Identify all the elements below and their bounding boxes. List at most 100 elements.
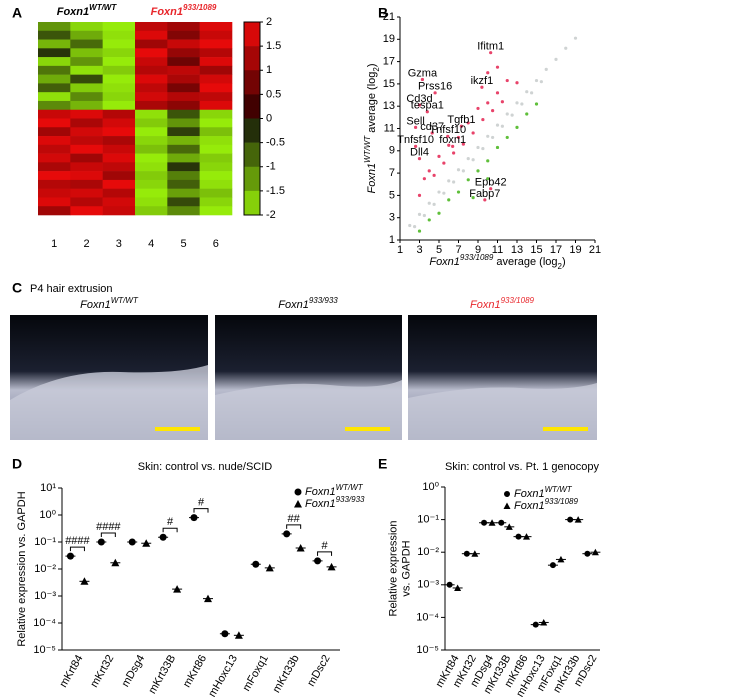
x-tick-label: 13: [511, 244, 523, 256]
scale-bar: [543, 427, 588, 431]
heatmap-cell: [167, 83, 200, 93]
point: [447, 198, 451, 202]
y-axis-label: Relative expression: [387, 521, 399, 617]
heatmap-cell: [199, 100, 233, 111]
heatmap-cell: [70, 188, 103, 198]
point: [427, 201, 431, 205]
point: [539, 80, 543, 84]
heatmap-cell: [199, 39, 233, 49]
x-tick-label: mFoxq1: [241, 653, 271, 693]
marker: [327, 562, 336, 571]
text-part: ): [366, 63, 378, 67]
heatmap-cell: [135, 92, 168, 102]
marker: [557, 555, 565, 563]
significance-bracket: [100, 532, 116, 537]
significance-label: #: [321, 540, 328, 552]
y-axis-label: Foxn1WT/WT average (log2): [363, 63, 381, 193]
point: [476, 169, 480, 173]
heatmap-cell: [135, 30, 168, 40]
point: [417, 229, 422, 233]
heatmap-cell: [135, 57, 168, 67]
heatmap-cell: [167, 100, 200, 111]
marker: [142, 539, 151, 547]
heatmap-cell: [70, 74, 103, 84]
heatmap-cell: [135, 74, 168, 84]
gene-label: Tgfb1: [447, 114, 475, 126]
heatmap-cell: [70, 206, 103, 216]
heatmap-cell: [135, 48, 168, 58]
point: [500, 100, 504, 104]
heatmap-cell: [38, 48, 71, 58]
heatmap-cell: [70, 100, 103, 111]
heatmap-cell: [167, 162, 200, 172]
gene-point: [417, 103, 422, 107]
point: [452, 151, 456, 155]
point: [466, 157, 470, 161]
x-tick-label: 7: [455, 244, 461, 256]
significance-bracket: [69, 546, 85, 552]
point: [486, 71, 490, 75]
point: [564, 46, 568, 50]
heatmap-cell: [70, 144, 103, 154]
heatmap-cell: [38, 136, 71, 146]
heatmap-cell: [70, 83, 103, 93]
heatmap-cell: [70, 179, 103, 189]
heatmap-cell: [102, 127, 136, 137]
gene-label: Tnfsf10: [429, 124, 466, 136]
point: [530, 91, 534, 95]
heatmap-cell: [167, 171, 200, 181]
heatmap-cell: [102, 48, 136, 58]
point: [452, 180, 456, 184]
y-tick-label: 10⁻¹: [417, 514, 439, 526]
significance-label: ##: [288, 513, 301, 525]
x-tick-label: mKrt86: [181, 653, 209, 690]
heatmap-cell: [167, 22, 200, 32]
y-tick-label: 9: [389, 145, 395, 157]
point: [408, 223, 412, 228]
point: [427, 169, 431, 173]
point: [417, 212, 422, 216]
text-part: WT/WT: [111, 296, 139, 305]
point: [471, 131, 475, 135]
point: [437, 154, 441, 158]
point: [491, 109, 495, 113]
gene-label: tespa1: [411, 100, 444, 112]
point: [534, 102, 539, 106]
colorbar-tick-label: 0: [266, 112, 272, 124]
gene-point: [414, 125, 418, 129]
heatmap-cell: [199, 136, 233, 146]
heatmap-cell: [199, 65, 233, 75]
gene-label: cd37: [420, 121, 444, 133]
marker: [173, 585, 182, 593]
colorbar-tick-label: -1: [266, 161, 276, 173]
marker: [574, 516, 582, 523]
y-tick-label: 10¹: [40, 482, 56, 494]
marker: [446, 581, 453, 588]
column-label: 6: [213, 238, 219, 250]
column-label: 3: [116, 238, 122, 250]
heatmap-cell: [38, 197, 71, 207]
colorbar-step: [244, 22, 260, 47]
heatmap-cell: [38, 100, 71, 111]
heatmap-cell: [102, 206, 136, 216]
y-axis-label: Relative expression vs. GAPDH: [16, 491, 28, 646]
heatmap-cell: [167, 57, 200, 67]
heatmap-cell: [102, 162, 136, 172]
gene-label: Gzma: [408, 67, 438, 79]
marker: [503, 502, 511, 509]
heatmap-cell: [70, 57, 103, 67]
point: [456, 190, 461, 194]
point: [510, 113, 514, 117]
heatmap-cell: [38, 127, 71, 137]
text-part: Foxn1: [366, 163, 378, 194]
gene-point: [430, 131, 434, 135]
heatmap-cell: [70, 162, 103, 172]
heatmap-cell: [167, 118, 200, 128]
heatmap-cell: [199, 74, 233, 84]
point: [515, 125, 519, 129]
heatmap-cell: [135, 179, 168, 189]
point: [505, 112, 509, 116]
y-tick-label: 10⁰: [39, 509, 56, 521]
y-tick-label: 10⁻⁵: [416, 644, 439, 656]
